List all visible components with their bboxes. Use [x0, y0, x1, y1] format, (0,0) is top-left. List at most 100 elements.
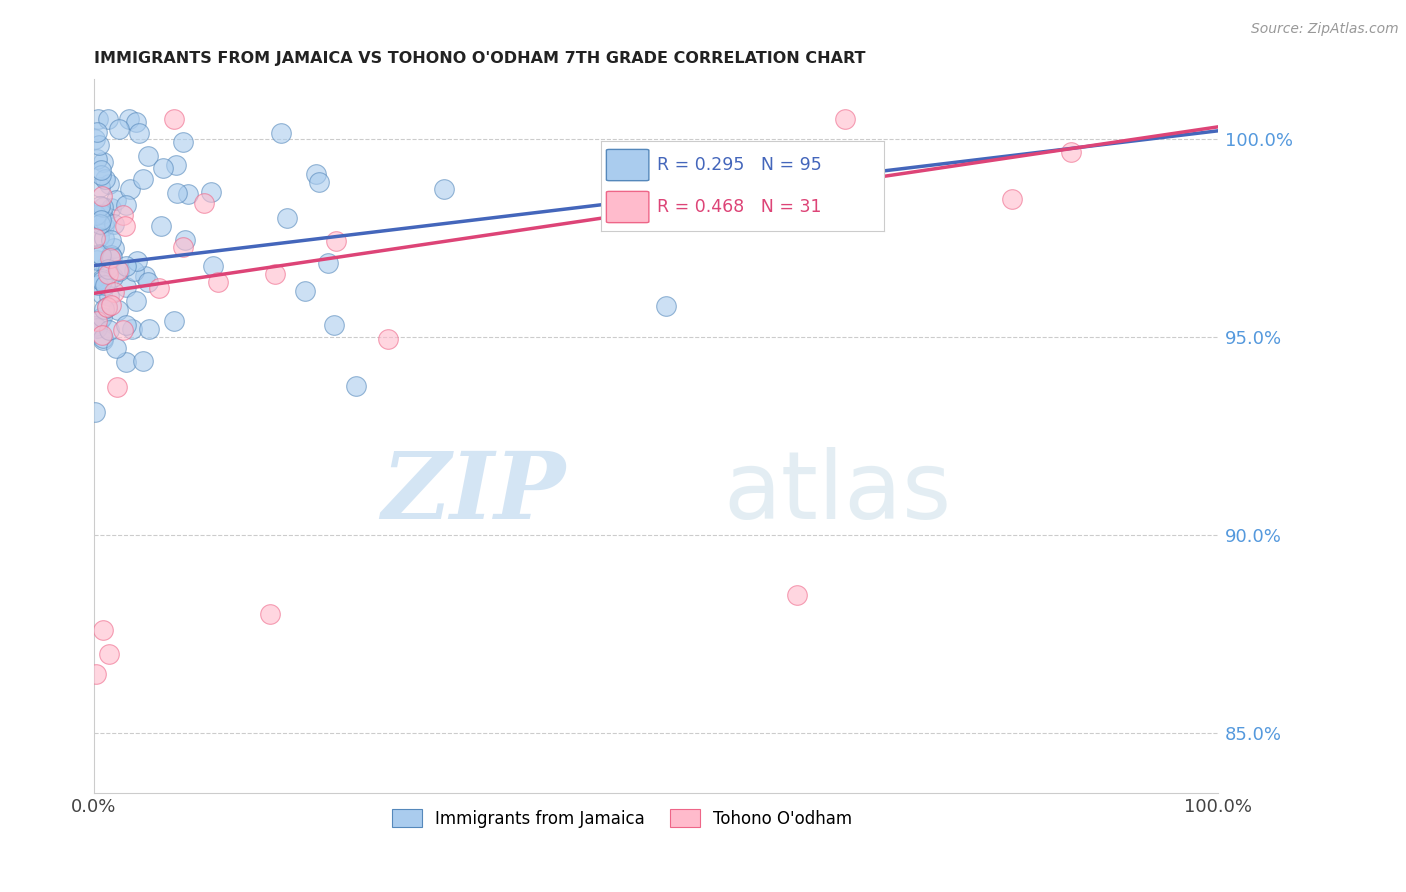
Point	[86, 152, 108, 166]
Point	[101, 270, 124, 285]
Point	[98, 177, 121, 191]
FancyBboxPatch shape	[606, 192, 650, 223]
Point	[193, 196, 215, 211]
Point	[172, 135, 194, 149]
Point	[93, 231, 115, 245]
Point	[96, 261, 118, 276]
Point	[93, 219, 115, 234]
Point	[305, 167, 328, 181]
Point	[132, 172, 155, 186]
Point	[100, 298, 122, 312]
Point	[136, 149, 159, 163]
Point	[96, 259, 118, 273]
Point	[323, 318, 346, 332]
Point	[87, 230, 110, 244]
Point	[786, 587, 808, 601]
Point	[87, 112, 110, 126]
Point	[108, 122, 131, 136]
Point	[90, 168, 112, 182]
Point	[201, 259, 224, 273]
Text: R = 0.468   N = 31: R = 0.468 N = 31	[658, 197, 823, 216]
Point	[96, 300, 118, 314]
Point	[86, 666, 108, 681]
Point	[84, 132, 107, 146]
Point	[118, 112, 141, 126]
Point	[91, 275, 114, 289]
Point	[89, 200, 111, 214]
Point	[90, 163, 112, 178]
Point	[103, 241, 125, 255]
Point	[207, 275, 229, 289]
Point	[111, 323, 134, 337]
Point	[177, 186, 200, 201]
Point	[91, 623, 114, 637]
Point	[165, 158, 187, 172]
Point	[325, 234, 347, 248]
Point	[136, 275, 159, 289]
Point	[163, 314, 186, 328]
Point	[125, 254, 148, 268]
Point	[98, 251, 121, 265]
Point	[1001, 192, 1024, 206]
Point	[115, 259, 138, 273]
Point	[294, 284, 316, 298]
Point	[90, 248, 112, 262]
Point	[276, 211, 298, 225]
Point	[93, 214, 115, 228]
Point	[200, 185, 222, 199]
Point	[103, 218, 125, 232]
Point	[90, 213, 112, 227]
Legend: Immigrants from Jamaica, Tohono O'odham: Immigrants from Jamaica, Tohono O'odham	[385, 803, 859, 834]
Text: Source: ZipAtlas.com: Source: ZipAtlas.com	[1251, 22, 1399, 37]
Point	[166, 186, 188, 201]
Text: R = 0.295   N = 95: R = 0.295 N = 95	[658, 156, 823, 175]
Point	[721, 186, 744, 200]
Point	[94, 277, 117, 292]
Point	[377, 332, 399, 346]
Point	[91, 331, 114, 345]
Point	[834, 112, 856, 126]
Point	[115, 318, 138, 333]
Point	[344, 378, 367, 392]
Point	[124, 264, 146, 278]
Point	[89, 217, 111, 231]
Point	[98, 647, 121, 661]
Text: IMMIGRANTS FROM JAMAICA VS TOHONO O'ODHAM 7TH GRADE CORRELATION CHART: IMMIGRANTS FROM JAMAICA VS TOHONO O'ODHA…	[94, 51, 866, 66]
Point	[91, 272, 114, 286]
Point	[100, 248, 122, 262]
Point	[152, 161, 174, 175]
FancyBboxPatch shape	[606, 150, 650, 181]
Point	[96, 301, 118, 315]
Point	[87, 278, 110, 293]
Point	[86, 125, 108, 139]
Point	[655, 299, 678, 313]
Point	[91, 207, 114, 221]
Point	[100, 233, 122, 247]
Point	[108, 264, 131, 278]
Point	[433, 182, 456, 196]
Point	[84, 207, 107, 221]
Point	[121, 321, 143, 335]
Text: ZIP: ZIP	[381, 448, 565, 538]
Point	[115, 355, 138, 369]
Point	[91, 310, 114, 324]
Point	[84, 405, 107, 419]
Point	[84, 318, 107, 333]
Point	[91, 154, 114, 169]
Point	[174, 233, 197, 247]
Point	[148, 280, 170, 294]
Text: atlas: atlas	[723, 447, 952, 539]
Point	[115, 197, 138, 211]
Point	[100, 201, 122, 215]
Point	[270, 127, 292, 141]
Point	[90, 189, 112, 203]
Point	[163, 112, 186, 126]
Point	[97, 267, 120, 281]
Point	[308, 176, 330, 190]
Point	[1060, 145, 1083, 160]
Point	[94, 172, 117, 186]
Point	[91, 200, 114, 214]
Point	[138, 322, 160, 336]
Point	[91, 328, 114, 343]
Point	[101, 250, 124, 264]
